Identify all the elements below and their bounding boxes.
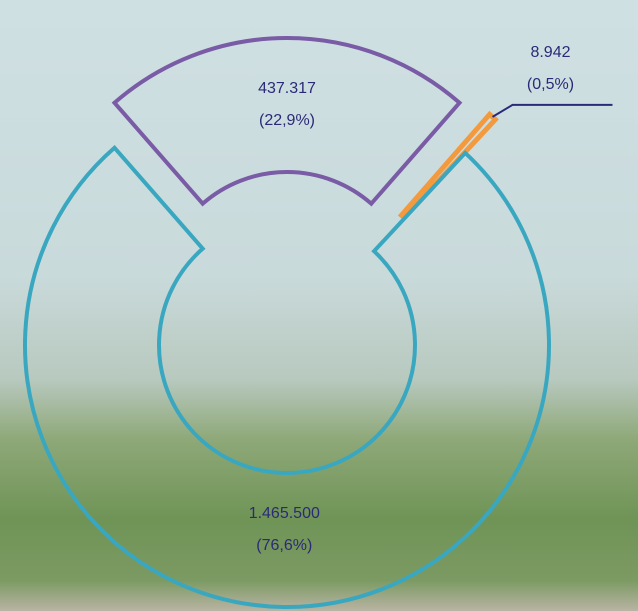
donut-segment (401, 114, 495, 217)
percent-label: (0,5%) (527, 76, 574, 93)
percent-label: (22,9%) (259, 112, 315, 129)
value-label: 437.317 (258, 80, 316, 97)
value-label: 8.942 (530, 44, 570, 61)
percent-label: (76,6%) (256, 537, 312, 554)
value-label: 1.465.500 (249, 505, 320, 522)
chart: 437.317 (22,9%) 8.942 (0,5%) 1.465.500 (76,6%… (0, 0, 638, 611)
leader-line (492, 105, 612, 117)
